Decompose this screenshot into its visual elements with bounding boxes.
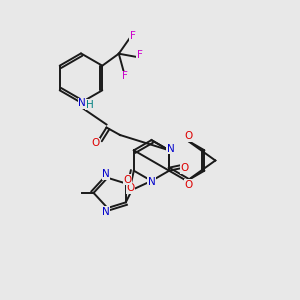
Text: O: O	[91, 138, 100, 148]
Text: N: N	[167, 144, 175, 154]
Text: N: N	[102, 207, 110, 217]
Text: F: F	[122, 71, 128, 81]
Text: N: N	[78, 98, 86, 109]
Text: F: F	[137, 50, 143, 60]
Text: N: N	[102, 169, 110, 179]
Text: O: O	[127, 183, 135, 194]
Text: O: O	[180, 163, 188, 173]
Text: F: F	[130, 31, 136, 41]
Text: N: N	[148, 177, 155, 188]
Text: O: O	[184, 131, 192, 141]
Text: O: O	[184, 180, 192, 190]
Text: O: O	[123, 175, 131, 185]
Text: H: H	[85, 100, 93, 110]
